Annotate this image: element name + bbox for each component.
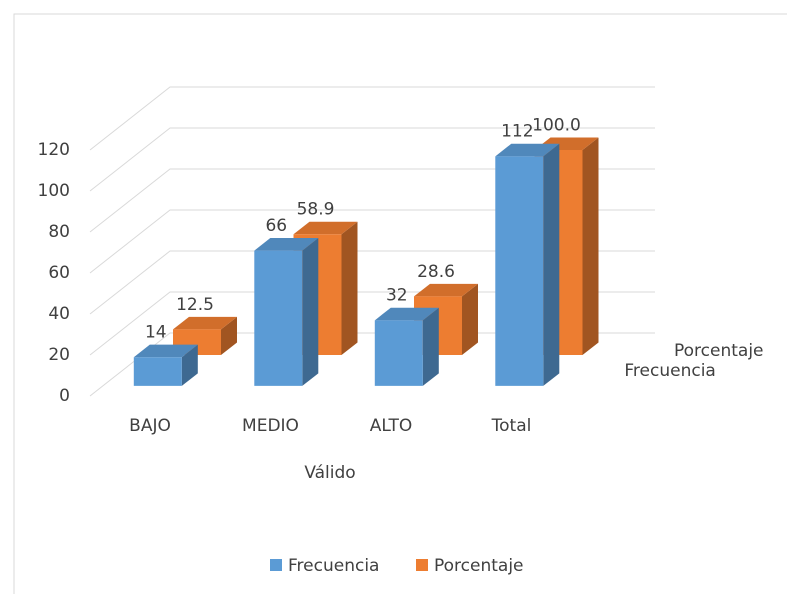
legend-swatch	[416, 559, 428, 571]
bar-side	[302, 238, 319, 386]
data-label: 66	[265, 216, 287, 236]
bar-side	[221, 316, 237, 356]
grid-line	[89, 332, 655, 397]
bar-top	[374, 307, 439, 321]
bar-top	[254, 238, 319, 251]
y-tick-label: 20	[48, 345, 70, 365]
data-label: 32	[386, 286, 408, 306]
x-axis-title: Válido	[304, 463, 355, 483]
bar-side	[462, 283, 478, 356]
bar-side	[422, 307, 439, 386]
chart-frame	[13, 13, 787, 594]
y-tick-label: 120	[38, 140, 70, 160]
x-tick-label: BAJO	[129, 416, 171, 436]
bar-top	[173, 316, 237, 330]
bar-side	[181, 344, 198, 386]
bar-top	[414, 283, 478, 297]
bar-top	[133, 344, 198, 358]
bar	[133, 357, 182, 386]
data-label: 112	[501, 122, 533, 142]
grid-line	[89, 86, 655, 151]
x-tick-label: MEDIO	[242, 416, 299, 436]
bar-top	[293, 221, 358, 235]
depth-axis-label: Porcentaje	[674, 341, 764, 361]
grid-line	[89, 127, 655, 192]
y-tick-label: 40	[48, 304, 70, 324]
grid-line	[89, 168, 655, 233]
data-label: 28.6	[417, 262, 455, 282]
grid-line	[89, 250, 655, 315]
bar-side	[543, 143, 560, 386]
x-tick-label: ALTO	[370, 416, 413, 436]
bar-top	[495, 143, 560, 157]
y-tick-label: 60	[48, 263, 70, 283]
data-label: 100.0	[532, 115, 581, 135]
bar	[495, 156, 544, 386]
y-tick-label: 100	[38, 181, 70, 201]
legend-swatch	[270, 559, 282, 571]
bar-side	[582, 137, 599, 356]
data-label: 12.5	[176, 295, 214, 315]
y-tick-label: 80	[48, 222, 70, 242]
grid-line	[89, 291, 655, 356]
bar	[374, 320, 423, 386]
data-label: 58.9	[297, 200, 335, 220]
bar	[254, 250, 303, 386]
legend-label: Frecuencia	[288, 556, 379, 576]
bar-side	[341, 221, 358, 356]
x-tick-label: Total	[491, 416, 532, 436]
legend-label: Porcentaje	[434, 556, 524, 576]
data-label: 14	[145, 323, 167, 343]
depth-axis-label: Frecuencia	[624, 361, 715, 381]
grid-line	[89, 209, 655, 274]
y-tick-label: 0	[59, 386, 70, 406]
